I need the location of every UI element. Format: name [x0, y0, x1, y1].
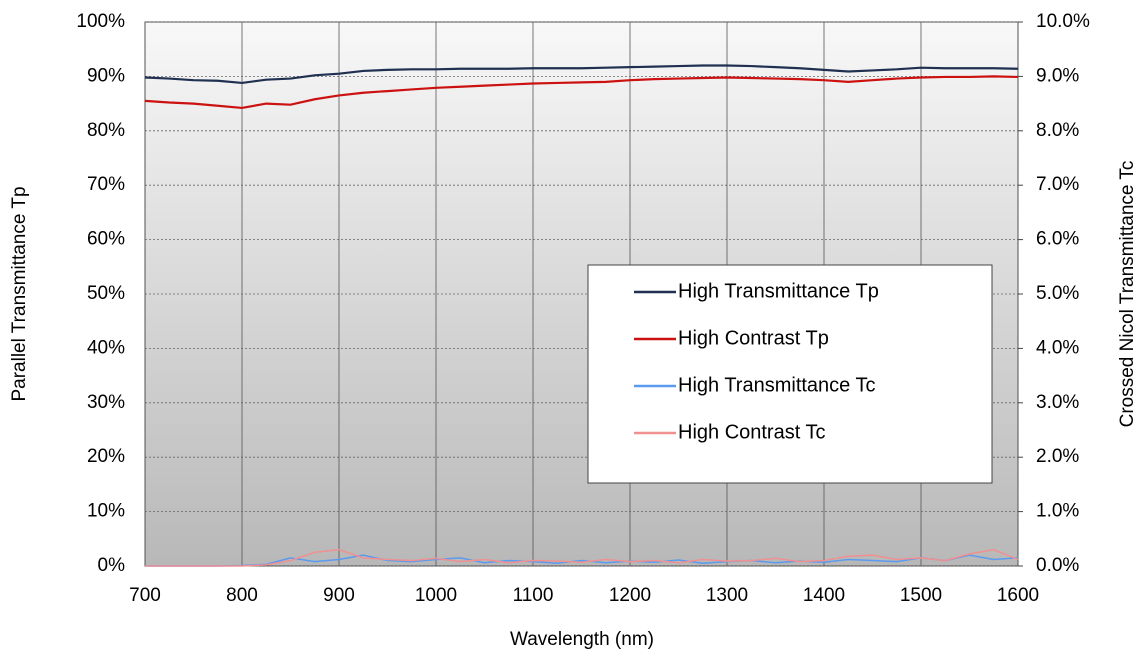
legend-label: High Transmittance Tp — [678, 280, 879, 302]
y2-tick-label: 8.0% — [1036, 120, 1079, 141]
series-line — [145, 554, 1019, 567]
y2-tick-label: 6.0% — [1036, 229, 1079, 250]
y-tick-label: 40% — [87, 337, 125, 358]
y-tick-label: 90% — [87, 65, 125, 86]
y2-tick-label: 5.0% — [1036, 283, 1079, 304]
series-line — [144, 75, 1019, 110]
legend: High Transmittance Tp High Contrast Tp Hig… — [587, 264, 993, 484]
y2-tick-label: 10.0% — [1036, 11, 1090, 32]
y2-tick-label: 7.0% — [1036, 174, 1079, 195]
lines — [144, 64, 1019, 567]
legend-label: High Contrast Tp — [678, 327, 829, 349]
y2-tick-label: 4.0% — [1036, 337, 1079, 358]
x-tick-label: 1400 — [803, 585, 845, 606]
y2-tick-label: 3.0% — [1036, 392, 1079, 413]
y2-axis-label: Crossed Nicol Transmittance Tc — [1117, 161, 1138, 428]
y-tick-label: 20% — [87, 446, 125, 467]
legend-label: High Contrast Tc — [678, 421, 825, 443]
series-line — [145, 548, 1019, 567]
x-tick-label: 800 — [226, 585, 258, 606]
x-tick-label: 1000 — [415, 585, 457, 606]
x-tick-label: 1200 — [609, 585, 651, 606]
grid: 700 800 900 1000 1100 1200 1300 1400 1500 1600 0% 1… — [76, 11, 1090, 606]
y2-tick-label: 2.0% — [1036, 446, 1079, 467]
series-line — [144, 64, 1019, 85]
x-tick-label: 1600 — [997, 585, 1039, 606]
x-tick-label: 1100 — [513, 585, 554, 606]
y2-tick-label: 0.0% — [1036, 555, 1079, 576]
y2-tick-label: 9.0% — [1036, 65, 1079, 86]
x-tick-label: 1300 — [706, 585, 748, 606]
y-tick-label: 80% — [87, 120, 125, 141]
y-tick-label: 70% — [87, 174, 125, 195]
legend-label: High Transmittance Tc — [678, 374, 876, 396]
y-tick-label: 60% — [87, 229, 125, 250]
x-axis-label: Wavelength (nm) — [510, 629, 654, 650]
y-axis-label: Parallel Transmittance Tp — [9, 186, 30, 401]
y-tick-label: 10% — [87, 501, 125, 522]
y-tick-label: 0% — [98, 555, 126, 576]
x-tick-label: 900 — [323, 585, 355, 606]
y2-tick-label: 1.0% — [1036, 501, 1079, 522]
y-tick-label: 50% — [87, 283, 125, 304]
legend-box — [587, 264, 993, 484]
x-tick-label: 1500 — [900, 585, 942, 606]
y-tick-label: 100% — [76, 11, 125, 32]
x-tick-label: 700 — [129, 585, 161, 606]
y-tick-label: 30% — [87, 392, 125, 413]
